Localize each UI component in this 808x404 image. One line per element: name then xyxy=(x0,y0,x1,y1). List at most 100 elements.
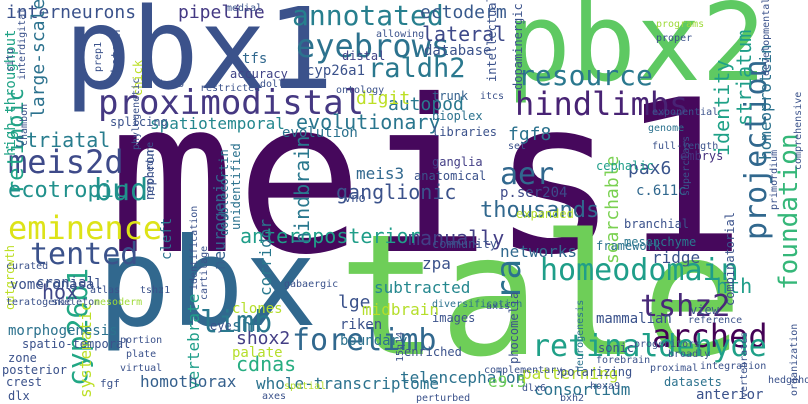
cloud-word: mammalian xyxy=(596,311,672,327)
cloud-word: interneurons xyxy=(6,2,137,23)
cloud-word: diversification xyxy=(432,299,523,310)
cloud-word: phocomelia xyxy=(507,291,521,364)
cloud-word: spatio-temporal xyxy=(22,337,131,351)
cloud-word: teratogenic xyxy=(6,297,73,308)
cloud-word: homothorax xyxy=(140,372,237,391)
cloud-word: prep1 xyxy=(93,41,104,72)
cloud-word: eminence xyxy=(8,209,163,247)
cloud-word: annotated xyxy=(292,0,444,32)
cloud-word: set xyxy=(508,141,527,152)
cloud-word: patterning xyxy=(522,364,619,383)
cloud-word: ridge xyxy=(652,248,701,267)
cloud-word: cephalic xyxy=(596,159,654,173)
cloud-word: genome xyxy=(648,123,685,134)
cloud-word: evolution xyxy=(282,125,358,141)
cloud-word: dlx6 xyxy=(522,383,547,394)
cloud-word: ganglia xyxy=(432,155,483,169)
cloud-word: axes xyxy=(262,391,287,402)
cloud-word: full-length xyxy=(652,141,719,152)
cloud-word: zpa xyxy=(422,254,451,273)
cloud-word: pbx xyxy=(97,212,318,354)
cloud-word: palate xyxy=(232,345,283,361)
cloud-word: corridor xyxy=(256,218,275,296)
cloud-word: forebrain xyxy=(596,355,651,366)
cloud-word: community xyxy=(432,237,498,251)
cloud-word: vertebrates xyxy=(739,331,750,398)
cloud-word: axis xyxy=(486,301,511,312)
cloud-word: p.ser204 xyxy=(500,185,568,201)
cloud-word: anatomical xyxy=(414,169,487,183)
cloud-word: limb xyxy=(200,305,273,340)
cloud-word: itcs xyxy=(480,91,505,102)
cloud-word: anterior xyxy=(696,387,764,403)
cloud-word: spatial xyxy=(284,381,327,392)
cloud-word: retinaldehyde xyxy=(532,329,767,364)
cloud-word: distal xyxy=(342,49,386,63)
cloud-word: curated xyxy=(6,261,49,272)
cloud-word: gabaergic xyxy=(284,279,339,290)
cloud-word: fgf xyxy=(100,377,120,390)
cloud-word: meis3 xyxy=(356,164,405,183)
cloud-word: eyebrows xyxy=(296,27,451,65)
cloud-word: fgf8 xyxy=(508,124,552,145)
cloud-word: complementary xyxy=(484,365,563,376)
cloud-word: organization xyxy=(789,323,800,396)
cloud-word: framework xyxy=(596,239,662,253)
cloud-word: plate xyxy=(126,349,157,360)
cloud-word: procedure xyxy=(145,141,156,196)
cloud-word: database xyxy=(424,43,492,59)
cloud-word: programs xyxy=(656,19,705,30)
cloud-word: posterior xyxy=(2,363,68,377)
cloud-word: interdigital xyxy=(17,7,28,80)
cloud-word: sonic xyxy=(598,341,635,355)
cloud-word: morphogenesis xyxy=(8,323,118,339)
cloud-word: accuracy xyxy=(230,67,288,81)
cloud-word: restricted xyxy=(200,83,261,94)
cloud-word: homeodomain xyxy=(540,253,739,288)
cloud-word: hox xyxy=(42,280,79,304)
cloud-word: atlas xyxy=(90,285,121,296)
cloud-word: striatum xyxy=(732,29,756,126)
cloud-word: vomeronasal xyxy=(10,277,103,293)
cloud-word: integration xyxy=(700,361,767,372)
cloud-word: pbx1 xyxy=(64,0,334,115)
cloud-word: expanded xyxy=(516,207,574,221)
cloud-word: tshz1 xyxy=(140,285,171,296)
cloud-word: proper xyxy=(656,33,693,44)
cloud-word: bxh2 xyxy=(560,393,585,404)
cloud-word: unidentified xyxy=(229,143,243,230)
cloud-word: enriched xyxy=(404,345,462,359)
cloud-word: hedgehog xyxy=(768,375,808,386)
cloud-word: embrys xyxy=(680,149,724,163)
cloud-word: manually xyxy=(408,226,505,250)
cloud-word: developmental xyxy=(761,0,772,76)
cloud-word: shox2 xyxy=(236,328,291,349)
cloud-word: exponential xyxy=(652,107,719,118)
cloud-word: skeleton xyxy=(52,297,101,308)
cloud-word: reference xyxy=(688,315,743,326)
cloud-word: midbrain xyxy=(362,300,440,319)
cloud-word: eye xyxy=(210,319,232,333)
cloud-word: hth xyxy=(716,274,753,298)
cloud-word: bulb xyxy=(160,79,185,90)
cloud-word: progenitors xyxy=(634,339,701,350)
cloud-word: hindbrain xyxy=(290,135,314,244)
cloud-word: tented xyxy=(30,237,139,272)
cloud-word: riken xyxy=(340,317,383,333)
cloud-word: lateral xyxy=(422,22,507,46)
cloud-word: shh xyxy=(232,316,261,335)
cloud-word: primordium xyxy=(769,149,780,210)
cloud-word: view xyxy=(690,303,719,317)
cloud-word: cartilage xyxy=(199,245,210,300)
cloud-word: 15q14 xyxy=(395,331,406,362)
cloud-word: zone xyxy=(8,351,37,365)
cloud-word: libraries xyxy=(432,125,498,139)
cloud-word: digit xyxy=(356,88,411,109)
cloud-word: portion xyxy=(120,335,163,346)
cloud-word: meis2d xyxy=(8,143,124,181)
cloud-word: virtual xyxy=(120,363,163,374)
cloud-word: clones xyxy=(232,301,283,317)
cloud-word: images xyxy=(432,311,476,325)
cloud-word: arched xyxy=(652,317,768,355)
